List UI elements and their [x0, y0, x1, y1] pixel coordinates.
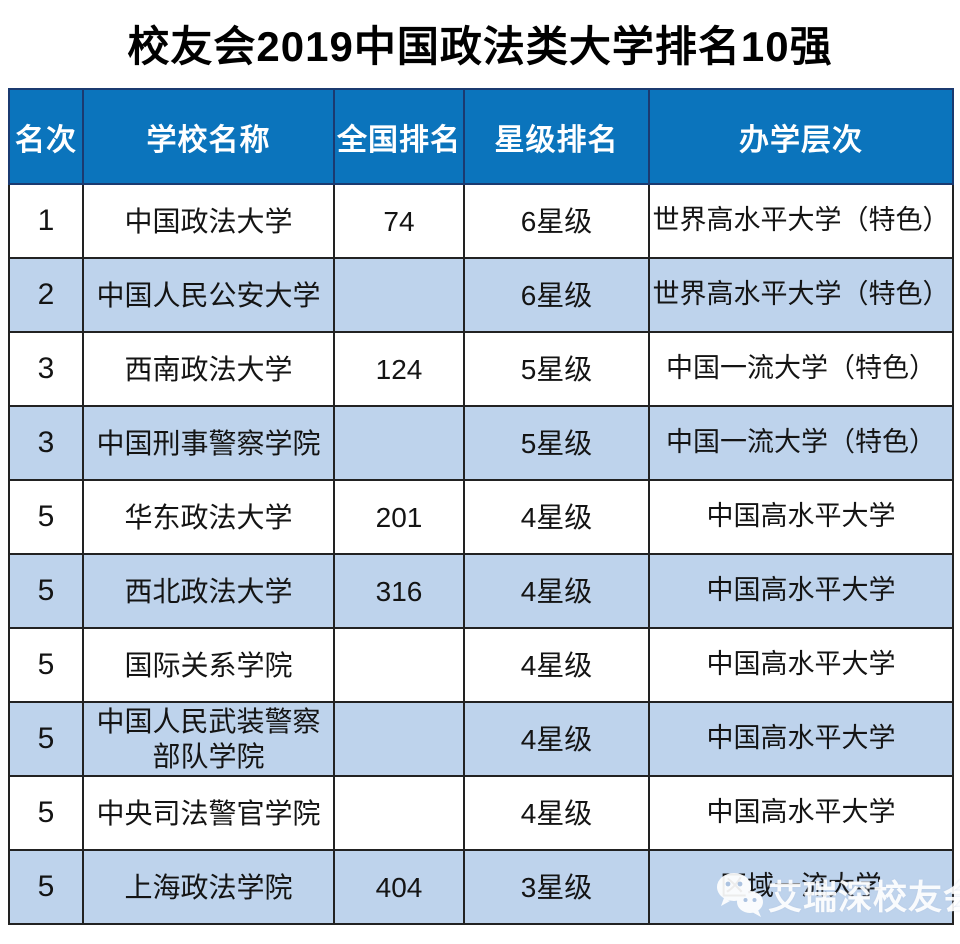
ranking-table: 名次 学校名称 全国排名 星级排名 办学层次 1 中国政法大学 74 6星级 世… — [8, 88, 954, 925]
cell-rank: 3 — [8, 331, 84, 407]
cell-national-rank — [333, 775, 465, 851]
column-header-rank: 名次 — [8, 88, 84, 185]
cell-school: 中国人民公安大学 — [82, 257, 335, 333]
table-row: 5 西北政法大学 316 4星级 中国高水平大学 — [8, 553, 954, 629]
cell-school: 上海政法学院 — [82, 849, 335, 925]
cell-rank: 5 — [8, 849, 84, 925]
cell-level: 中国一流大学（特色） — [648, 405, 954, 481]
cell-rank: 5 — [8, 701, 84, 777]
cell-star-rank: 6星级 — [463, 257, 650, 333]
cell-level: 世界高水平大学（特色） — [648, 257, 954, 333]
table-row: 5 国际关系学院 4星级 中国高水平大学 — [8, 627, 954, 703]
cell-school: 华东政法大学 — [82, 479, 335, 555]
column-header-school: 学校名称 — [82, 88, 335, 185]
cell-star-rank: 4星级 — [463, 701, 650, 777]
cell-rank: 1 — [8, 183, 84, 259]
table-row: 2 中国人民公安大学 6星级 世界高水平大学（特色） — [8, 257, 954, 333]
cell-school: 中国人民武装警察部队学院 — [82, 701, 335, 777]
table-header-row: 名次 学校名称 全国排名 星级排名 办学层次 — [8, 88, 954, 185]
cell-star-rank: 4星级 — [463, 553, 650, 629]
table-row: 3 中国刑事警察学院 5星级 中国一流大学（特色） — [8, 405, 954, 481]
cell-national-rank: 74 — [333, 183, 465, 259]
cell-national-rank: 124 — [333, 331, 465, 407]
cell-level: 中国高水平大学 — [648, 701, 954, 777]
table-row: 5 上海政法学院 404 3星级 区域一流大学 — [8, 849, 954, 925]
cell-star-rank: 5星级 — [463, 405, 650, 481]
cell-level: 世界高水平大学（特色） — [648, 183, 954, 259]
cell-star-rank: 4星级 — [463, 479, 650, 555]
cell-national-rank — [333, 627, 465, 703]
cell-rank: 3 — [8, 405, 84, 481]
cell-level: 中国高水平大学 — [648, 627, 954, 703]
cell-national-rank: 201 — [333, 479, 465, 555]
cell-national-rank: 404 — [333, 849, 465, 925]
table-row: 1 中国政法大学 74 6星级 世界高水平大学（特色） — [8, 183, 954, 259]
cell-star-rank: 6星级 — [463, 183, 650, 259]
cell-level: 区域一流大学 — [648, 849, 954, 925]
cell-rank: 5 — [8, 627, 84, 703]
page-title: 校友会2019中国政法类大学排名10强 — [127, 23, 833, 70]
cell-school: 中央司法警官学院 — [82, 775, 335, 851]
cell-star-rank: 4星级 — [463, 775, 650, 851]
cell-national-rank — [333, 701, 465, 777]
cell-level: 中国一流大学（特色） — [648, 331, 954, 407]
cell-rank: 5 — [8, 479, 84, 555]
table-row: 3 西南政法大学 124 5星级 中国一流大学（特色） — [8, 331, 954, 407]
cell-star-rank: 3星级 — [463, 849, 650, 925]
cell-level: 中国高水平大学 — [648, 553, 954, 629]
column-header-star-rank: 星级排名 — [463, 88, 650, 185]
cell-school: 国际关系学院 — [82, 627, 335, 703]
cell-star-rank: 5星级 — [463, 331, 650, 407]
cell-national-rank — [333, 257, 465, 333]
cell-star-rank: 4星级 — [463, 627, 650, 703]
cell-national-rank — [333, 405, 465, 481]
column-header-national-rank: 全国排名 — [333, 88, 465, 185]
cell-rank: 5 — [8, 553, 84, 629]
cell-school: 西南政法大学 — [82, 331, 335, 407]
cell-rank: 2 — [8, 257, 84, 333]
table-row: 5 中央司法警官学院 4星级 中国高水平大学 — [8, 775, 954, 851]
cell-rank: 5 — [8, 775, 84, 851]
cell-school: 中国刑事警察学院 — [82, 405, 335, 481]
cell-level: 中国高水平大学 — [648, 775, 954, 851]
table-row: 5 中国人民武装警察部队学院 4星级 中国高水平大学 — [8, 701, 954, 777]
column-header-level: 办学层次 — [648, 88, 954, 185]
cell-school: 西北政法大学 — [82, 553, 335, 629]
cell-school: 中国政法大学 — [82, 183, 335, 259]
table-row: 5 华东政法大学 201 4星级 中国高水平大学 — [8, 479, 954, 555]
cell-national-rank: 316 — [333, 553, 465, 629]
cell-level: 中国高水平大学 — [648, 479, 954, 555]
